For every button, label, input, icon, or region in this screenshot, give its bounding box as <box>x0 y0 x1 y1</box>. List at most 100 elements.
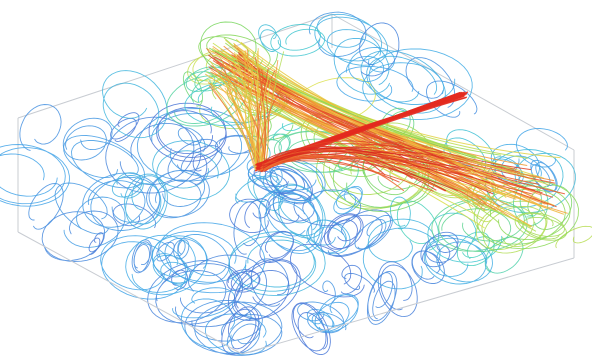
fast-streamline <box>252 75 259 168</box>
streamline <box>62 117 113 161</box>
streamline <box>322 157 359 192</box>
streamline <box>411 250 445 284</box>
streamline <box>82 172 161 231</box>
streamline <box>182 71 203 107</box>
streamline <box>41 210 119 262</box>
streamline <box>111 172 144 199</box>
box-edge <box>241 257 575 355</box>
bounding-box-front-edges <box>17 231 575 355</box>
streamline <box>475 200 548 254</box>
fast-streamline <box>263 143 443 165</box>
fast-streamline <box>212 60 556 184</box>
streamline <box>314 13 389 66</box>
fast-streamline <box>258 67 269 166</box>
streamline <box>344 272 375 293</box>
streamline <box>362 48 473 121</box>
streamline <box>177 127 206 153</box>
streamline <box>324 213 364 250</box>
streamline <box>322 280 336 303</box>
fast-streamline <box>240 50 265 166</box>
streamline <box>405 57 456 108</box>
streamline <box>112 203 156 229</box>
streamline <box>427 212 503 263</box>
streamline <box>167 138 223 182</box>
fast-streamline <box>260 155 405 192</box>
streamline <box>136 108 252 182</box>
streamline <box>345 46 395 83</box>
streamline <box>63 196 126 248</box>
streamline <box>366 270 398 325</box>
streamline <box>54 182 109 235</box>
fast-streamline <box>234 59 506 177</box>
streamline <box>359 22 400 77</box>
streamline <box>291 302 331 356</box>
streamline <box>267 189 315 224</box>
streamline <box>297 301 347 334</box>
streamline <box>390 196 411 230</box>
streamline <box>250 258 289 307</box>
streamline <box>231 301 252 321</box>
fast-streamline <box>234 52 257 169</box>
streamline <box>314 293 359 333</box>
streamline <box>171 269 188 290</box>
streamline <box>88 232 104 255</box>
fast-streamline <box>236 59 543 194</box>
streamline <box>226 318 261 354</box>
fast-streamline <box>224 81 265 168</box>
bounding-box-back-edges <box>17 13 575 258</box>
streamline <box>270 23 326 57</box>
streamline <box>148 102 227 162</box>
streamline <box>125 234 208 296</box>
fast-streamline <box>208 47 476 159</box>
streamline <box>354 214 393 250</box>
box-edge <box>17 231 243 355</box>
streamline <box>336 66 414 102</box>
fast-streamline <box>258 73 270 167</box>
streamline <box>456 231 495 267</box>
streamline <box>28 183 64 230</box>
fast-streamline <box>258 68 267 166</box>
streamline <box>174 254 267 328</box>
streamline <box>258 189 323 254</box>
streamline <box>227 258 301 321</box>
streamline <box>173 239 190 260</box>
streamline <box>131 239 153 274</box>
box-edge <box>331 13 575 151</box>
fast-streamline <box>233 87 263 167</box>
streamline <box>124 173 168 230</box>
streamline <box>152 140 230 201</box>
streamline <box>198 34 271 73</box>
streamline <box>63 135 146 189</box>
streamline <box>228 231 326 297</box>
streamline <box>105 116 202 194</box>
fast-streamline <box>211 72 487 205</box>
streamline <box>306 308 335 331</box>
fast-streamline <box>264 149 481 185</box>
streamline <box>253 133 291 165</box>
streamline <box>258 24 282 52</box>
streamline <box>100 235 187 300</box>
streamline <box>19 104 62 151</box>
streamline <box>102 70 168 139</box>
streamline <box>233 201 262 255</box>
streamline <box>156 241 175 262</box>
streamline <box>290 243 365 298</box>
streamline <box>151 222 266 294</box>
fast-streamline <box>240 41 492 177</box>
streamline <box>530 159 558 193</box>
streamline <box>426 80 478 118</box>
streamline <box>367 218 435 263</box>
box-edge <box>17 13 333 119</box>
streamline <box>333 185 363 215</box>
streamline <box>473 180 579 250</box>
streamline <box>184 299 283 356</box>
fast-streamline <box>262 151 494 195</box>
streamline <box>180 298 236 349</box>
streamline <box>146 169 210 219</box>
streamline <box>229 198 269 234</box>
streamline <box>420 231 459 268</box>
jet-core-streamlines <box>204 37 568 232</box>
streamline <box>340 264 363 295</box>
